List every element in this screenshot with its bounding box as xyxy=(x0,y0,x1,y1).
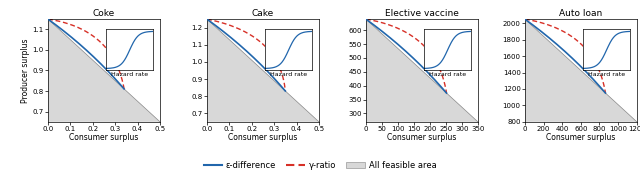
Legend: ε-difference, γ-ratio, All feasible area: ε-difference, γ-ratio, All feasible area xyxy=(200,158,440,173)
Polygon shape xyxy=(366,19,478,122)
Y-axis label: Producer surplus: Producer surplus xyxy=(21,38,30,103)
Polygon shape xyxy=(207,19,319,122)
X-axis label: Consumer surplus: Consumer surplus xyxy=(228,133,298,142)
X-axis label: Consumer surplus: Consumer surplus xyxy=(69,133,139,142)
X-axis label: Consumer surplus: Consumer surplus xyxy=(546,133,616,142)
Polygon shape xyxy=(525,19,637,122)
Title: Coke: Coke xyxy=(93,9,115,18)
Title: Cake: Cake xyxy=(252,9,274,18)
X-axis label: Consumer surplus: Consumer surplus xyxy=(387,133,456,142)
Title: Auto loan: Auto loan xyxy=(559,9,602,18)
Title: Elective vaccine: Elective vaccine xyxy=(385,9,459,18)
Polygon shape xyxy=(48,19,160,122)
